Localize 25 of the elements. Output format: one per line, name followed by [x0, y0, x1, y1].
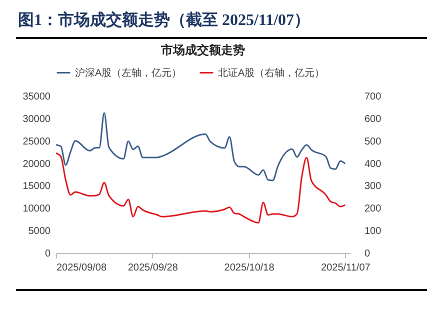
y-tick-label: 20000	[22, 158, 51, 170]
legend-label: 北证A股（右轴，亿元）	[218, 66, 325, 79]
y2-tick-label: 200	[364, 204, 382, 215]
x-tick-label: 2025/11/07	[321, 262, 371, 274]
y2-tick-label: 600	[364, 114, 382, 125]
line-series	[55, 112, 346, 182]
y-tick-label: 35000	[22, 92, 51, 102]
legend-label: 沪深A股（左轴，亿元）	[75, 66, 182, 79]
y-tick-label: 25000	[22, 136, 51, 148]
y2-tick-label: 400	[364, 158, 382, 170]
x-tick-label: 2025/09/28	[128, 262, 178, 274]
x-tick-label: 2025/09/08	[56, 262, 107, 274]
y-tick-label: 10000	[22, 204, 51, 215]
y2-tick-label: 300	[364, 181, 382, 192]
y-tick-label: 5000	[28, 226, 51, 238]
y2-tick-label: 0	[364, 248, 370, 260]
line-series	[55, 152, 346, 224]
x-tick-label: 2025/10/18	[224, 262, 275, 274]
y2-tick-label: 700	[364, 92, 382, 102]
y2-tick-label: 500	[364, 136, 382, 148]
y2-tick-label: 100	[364, 226, 382, 238]
y-tick-label: 0	[44, 248, 51, 260]
y-tick-label: 30000	[22, 114, 51, 125]
y-tick-label: 15000	[22, 181, 51, 192]
chart-title: 图1：市场成交额走势（截至 2025/11/07）	[18, 10, 310, 31]
